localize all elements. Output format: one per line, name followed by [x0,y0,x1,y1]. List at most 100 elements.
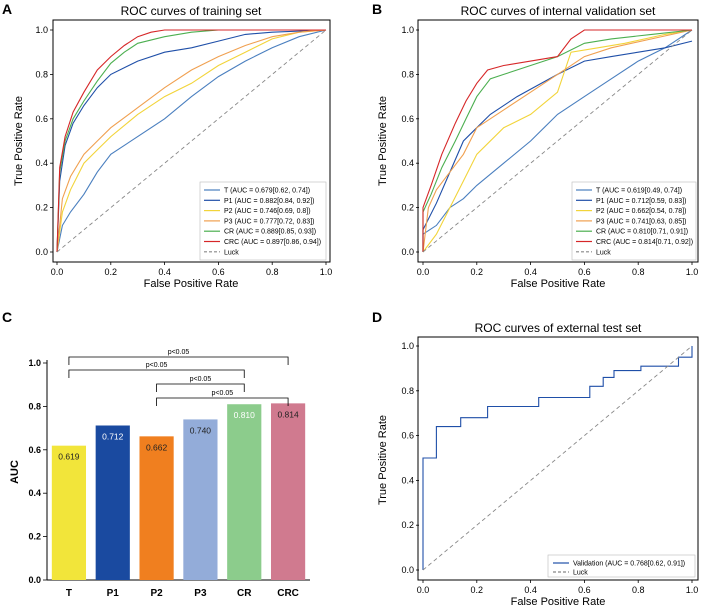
panel-b-legend-box [571,181,697,261]
panel-d-legend-box [547,554,696,578]
roc-curve-crc [422,29,692,252]
legend-label: P3 (AUC = 0.741[0.63, 0.85]) [596,218,686,225]
panel-a-ylabel: True Positive Rate [13,96,25,186]
roc-curve-luck [422,29,693,253]
legend-label: Luck [224,249,239,256]
roc-curve-p1 [56,29,327,253]
legend-label: CRC (AUC = 0.897[0.86, 0.94]) [224,239,321,246]
panel-b-legend: T (AUC = 0.619[0.49, 0.74]) P1 (AUC = 0.7… [571,181,697,261]
panel-d-xlabel: False Positive Rate [511,596,606,608]
legend-label: CR (AUC = 0.810[0.71, 0.91]) [596,229,688,236]
panel-a-curves [56,29,327,253]
panel-b: B ROC curves of internal validation set … [372,1,699,290]
roc-curve-luck [56,29,327,253]
panel-a-letter: A [2,1,12,17]
y-tick-label: 0.6 [28,445,41,455]
y-tick-label: 1.0 [401,341,414,351]
x-tick-label: 0.4 [524,267,537,277]
panel-a-legend-box [199,181,327,261]
y-tick-label: 0.6 [401,114,414,124]
panel-c-bars: 0.619 T 0.712 P1 0.662 P2 0.740 P3 0.810 CR 0.814 C… [51,403,306,599]
bar-value-label: 0.619 [58,452,80,462]
significance-bracket [156,397,289,406]
panel-d-letter: D [372,309,382,325]
bar-p1 [95,425,130,580]
panel-c-axes: 0.0 0.2 0.4 0.6 0.8 1.0 [28,358,310,585]
bar-value-label: 0.814 [277,409,299,419]
bar-cr [227,404,262,580]
roc-curve-crc [56,29,326,253]
roc-curve-cr [422,29,693,252]
significance-bracket [68,356,289,365]
x-tick-label: 1.0 [686,585,699,595]
y-tick-label: 0.4 [401,475,414,485]
legend-label: P3 (AUC = 0.777[0.72, 0.83]) [224,218,314,225]
panel-a-ticks: 0.00.0 0.2 0.2 0.4 0.4 0.6 0.6 0.8 0.8 1.0 1.0 [35,25,332,277]
bar-value-label: 0.740 [190,425,212,435]
roc-curve-p2 [56,29,327,253]
roc-curve-p2 [422,29,693,253]
x-tick-label: T [66,588,72,599]
y-tick-label: 0.2 [28,532,41,542]
bar-value-label: 0.810 [234,410,256,420]
roc-curve-cr [56,29,326,253]
bar-value-label: 0.712 [102,431,124,441]
panel-a-title: ROC curves of training set [121,4,262,18]
panel-b-title: ROC curves of internal validation set [461,4,656,18]
significance-label: p<0.05 [168,349,190,356]
legend-label: T (AUC = 0.619[0.49, 0.74]) [596,188,682,195]
roc-curve-p1 [422,40,693,252]
y-tick-label: 0.4 [35,158,48,168]
x-tick-label: 0.4 [158,267,171,277]
x-tick-label: 1.0 [320,267,333,277]
x-tick-label: 1.0 [686,267,699,277]
panel-d-legend: Validation (AUC = 0.768[0.62, 0.91]) Luck [547,554,696,578]
x-tick-label: P1 [107,588,120,599]
legend-label: P2 (AUC = 0.746[0.69, 0.8]) [224,208,311,215]
x-tick-label: 0.0 [417,585,430,595]
y-tick-label: 0.0 [401,247,414,257]
x-tick-label: 0.0 [417,267,430,277]
panel-c-ylabel: AUC [9,460,21,484]
panel-d-title: ROC curves of external test set [475,321,642,335]
x-tick-label: 0.6 [578,585,591,595]
y-tick-label: 0.8 [401,386,414,396]
y-tick-label: 0.8 [28,401,41,411]
legend-label: Luck [573,570,588,577]
y-tick-label: 0.4 [28,488,41,498]
x-tick-label: 0.6 [212,267,225,277]
bar-p3 [183,419,218,580]
legend-label: CR (AUC = 0.889[0.85, 0.93]) [224,229,316,236]
legend-label: CRC (AUC = 0.814[0.71, 0.92]) [596,239,693,246]
panel-a: A ROC curves of training set 0.00.00.20.… [2,1,332,290]
panel-a-plot-frame [52,19,331,263]
x-tick-label: 0.8 [266,267,279,277]
roc-curve-luck [422,345,693,571]
y-tick-label: 0.4 [401,158,414,168]
y-tick-label: 0.8 [401,69,414,79]
y-tick-label: 0.2 [401,203,414,213]
x-tick-label: 0.2 [471,585,484,595]
y-tick-label: 0.8 [35,69,48,79]
x-tick-label: 0.4 [524,585,537,595]
panel-b-letter: B [372,1,382,17]
roc-curve-p3 [56,29,327,253]
x-tick-label: 0.0 [51,267,64,277]
y-tick-label: 0.6 [35,114,48,124]
panel-b-ylabel: True Positive Rate [377,96,389,186]
panel-b-curves [422,29,693,253]
significance-label: p<0.05 [190,376,212,383]
panel-a-legend: T (AUC = 0.679[0.62, 0.74]) P1 (AUC = 0.8… [199,181,327,261]
panel-b-plot-frame [417,19,699,263]
y-tick-label: 1.0 [401,25,414,35]
significance-label: p<0.05 [212,390,234,397]
roc-curve-t [56,29,327,253]
x-tick-label: 0.8 [632,267,645,277]
legend-label: Luck [596,249,611,256]
x-tick-label: 0.6 [578,267,591,277]
panel-c: C 0.0 0.2 0.4 0.6 0.8 1.0 0.619 T 0.712 P1 0.662 P… [2,309,310,599]
x-tick-label: 0.8 [632,585,645,595]
panel-d-curves [422,345,693,571]
x-tick-label: CR [237,588,252,599]
